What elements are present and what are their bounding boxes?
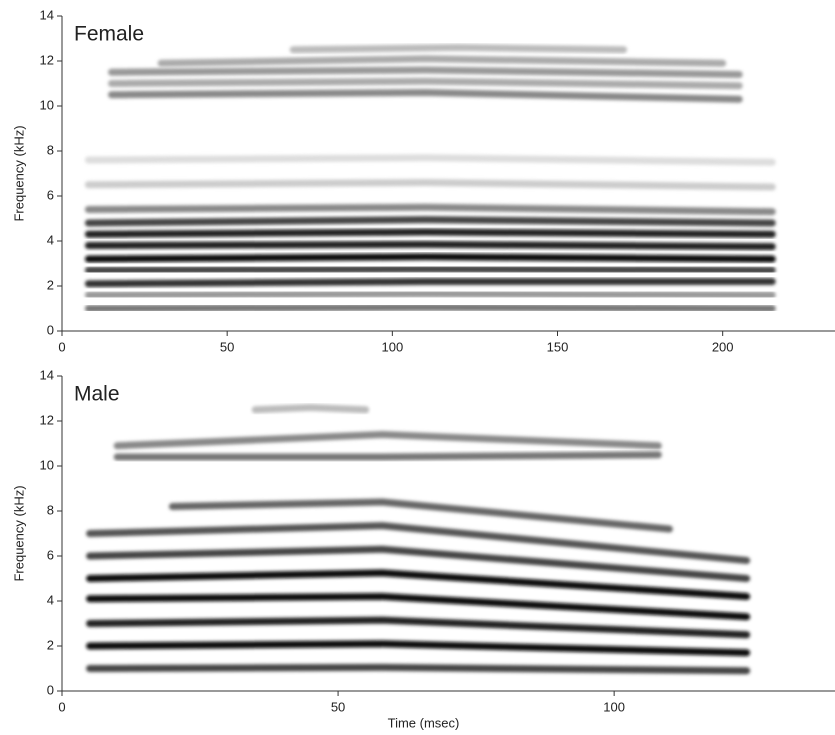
x-tick-label: 0	[58, 339, 65, 354]
x-tick-label: 100	[381, 339, 403, 354]
harmonic-band	[113, 430, 662, 450]
panel-title: Female	[74, 23, 144, 46]
harmonic-band	[84, 290, 776, 299]
y-tick-label: 4	[47, 592, 54, 607]
y-tick-label: 6	[47, 187, 54, 202]
x-tick-label: 200	[712, 339, 734, 354]
harmonic-band	[84, 203, 776, 216]
harmonic-band	[108, 88, 743, 103]
y-tick-label: 6	[47, 547, 54, 562]
y-tick-label: 2	[47, 637, 54, 652]
harmonic-band	[113, 451, 662, 461]
y-tick-label: 4	[47, 232, 54, 247]
harmonic-band	[86, 545, 751, 582]
harmonic-band	[84, 178, 776, 191]
y-tick-label: 2	[47, 277, 54, 292]
y-tick-label: 10	[40, 97, 54, 112]
y-tick-label: 0	[47, 322, 54, 337]
x-tick-label: 100	[603, 699, 625, 714]
y-tick-label: 8	[47, 142, 54, 157]
y-tick-label: 12	[40, 412, 54, 427]
harmonic-band	[108, 66, 743, 78]
y-tick-label: 8	[47, 502, 54, 517]
y-tick-label: 14	[40, 7, 54, 22]
y-axis-label: Frequency (kHz)	[11, 125, 26, 221]
harmonic-band	[84, 154, 776, 166]
x-axis-label: Time (msec)	[388, 715, 460, 730]
harmonic-band	[86, 616, 751, 639]
harmonic-band	[84, 278, 776, 288]
harmonic-band	[84, 240, 776, 251]
y-tick-label: 10	[40, 457, 54, 472]
harmonic-band	[84, 265, 776, 274]
harmonic-band	[289, 43, 628, 54]
y-tick-label: 12	[40, 52, 54, 67]
harmonic-band	[86, 522, 751, 564]
y-axis-label: Frequency (kHz)	[11, 485, 26, 581]
harmonic-band	[84, 253, 776, 263]
harmonic-band	[86, 640, 751, 657]
x-tick-label: 150	[547, 339, 569, 354]
harmonic-band	[84, 228, 776, 238]
harmonic-band	[168, 498, 673, 533]
panel-title: Male	[74, 383, 120, 406]
harmonic-band	[84, 216, 776, 227]
x-tick-label: 50	[331, 699, 345, 714]
harmonic-band	[86, 592, 751, 621]
y-tick-label: 14	[40, 367, 54, 382]
harmonic-band	[84, 303, 776, 312]
x-tick-label: 0	[58, 699, 65, 714]
x-tick-label: 50	[220, 339, 234, 354]
harmonic-band	[108, 77, 743, 90]
harmonic-band	[86, 569, 751, 600]
harmonic-band	[251, 403, 370, 414]
y-tick-label: 0	[47, 682, 54, 697]
harmonic-band	[157, 55, 727, 67]
harmonic-band	[86, 663, 751, 675]
